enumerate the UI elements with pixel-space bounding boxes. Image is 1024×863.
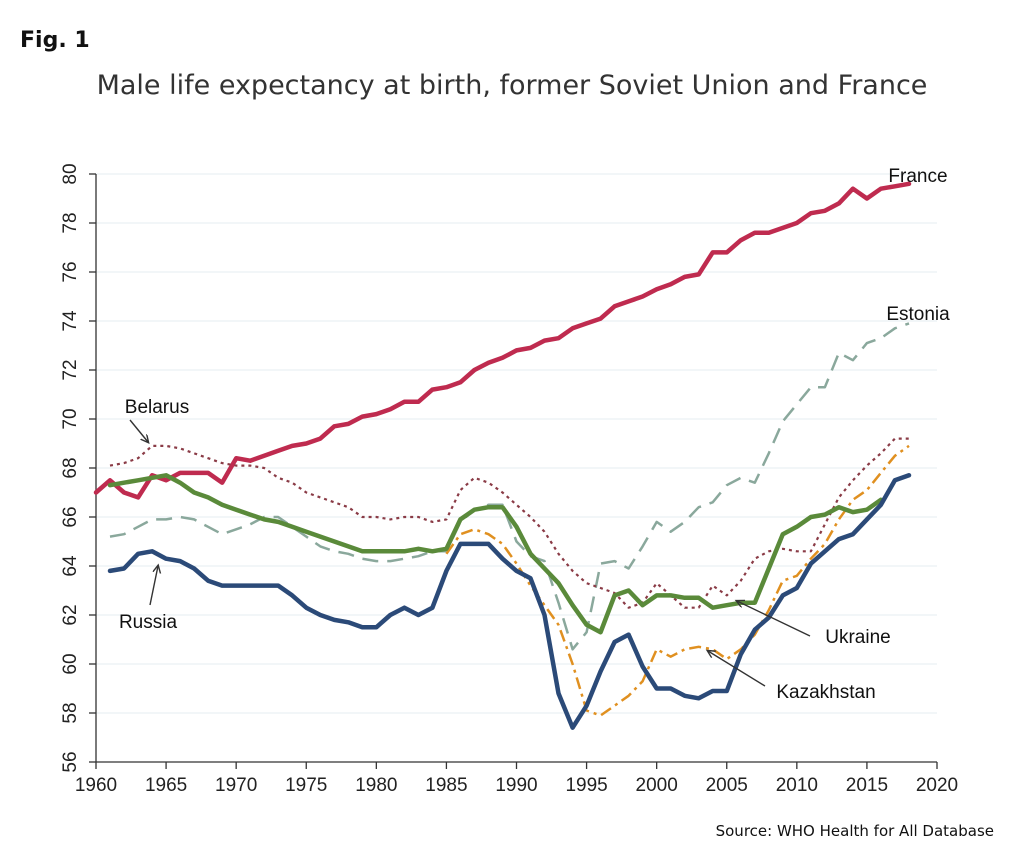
y-tick-label: 70 (60, 408, 81, 429)
source-note: Source: WHO Health for All Database (715, 822, 994, 840)
x-tick-label: 1985 (425, 775, 467, 796)
annotations: France Estonia Belarus Russia Ukraine Kazakhs… (119, 166, 950, 703)
chart-title: Male life expectancy at birth, former So… (96, 70, 928, 101)
x-tick-label: 1990 (495, 775, 537, 796)
label-kazakhstan: Kazakhstan (776, 682, 875, 703)
figure-label: Fig. 1 (20, 28, 90, 53)
y-tick-label: 72 (60, 359, 81, 380)
series-line-kazakhstan (445, 444, 910, 717)
y-tick-label: 68 (60, 457, 81, 478)
y-tick-label: 80 (60, 163, 81, 184)
x-tick-label: 2015 (846, 775, 888, 796)
y-tick-label: 78 (60, 212, 81, 233)
x-tick-label: 1970 (215, 775, 257, 796)
label-russia: Russia (119, 612, 178, 633)
arrow-kazakhstan (708, 651, 766, 687)
y-tick-label: 56 (60, 751, 81, 772)
gridlines (96, 173, 937, 763)
x-tick-label: 2000 (636, 775, 678, 796)
y-tick-label: 64 (60, 555, 81, 577)
label-france: France (888, 166, 947, 187)
y-tick-label: 66 (60, 506, 81, 527)
y-tick-label: 58 (60, 702, 81, 723)
series-line-russia (107, 473, 912, 730)
arrow-belarus (129, 419, 148, 442)
y-tick-label: 74 (60, 310, 81, 332)
x-tick-label: 1960 (75, 775, 117, 796)
x-tick-label: 1995 (565, 775, 607, 796)
arrow-ukraine (737, 601, 811, 637)
x-tick-label: 1965 (145, 775, 187, 796)
series-lines (93, 181, 912, 730)
series-line-ukraine (107, 473, 884, 635)
y-tick-label: 62 (60, 604, 81, 625)
y-tick-label: 60 (60, 653, 81, 674)
series-line-estonia (109, 322, 910, 651)
label-ukraine: Ukraine (825, 627, 890, 648)
x-tick-label: 1975 (285, 775, 327, 796)
arrow-russia (149, 566, 158, 606)
y-tick-label: 76 (60, 261, 81, 282)
x-tick-label: 1980 (355, 775, 397, 796)
x-tick-label: 2005 (706, 775, 748, 796)
label-belarus: Belarus (125, 397, 189, 418)
label-estonia: Estonia (886, 304, 950, 325)
x-tick-label: 2010 (776, 775, 818, 796)
axes: 56 58 60 62 64 66 68 70 72 74 76 78 80 1960 1965 1970 19… (60, 163, 958, 796)
x-tick-label: 2020 (916, 775, 958, 796)
series-line-france (93, 181, 912, 500)
